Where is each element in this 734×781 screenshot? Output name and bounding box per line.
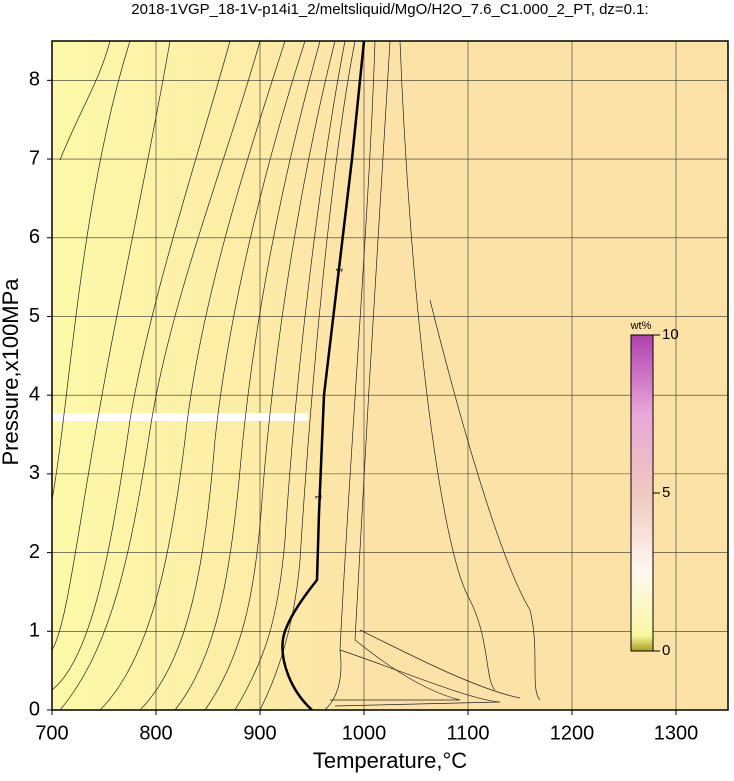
colorbar-tick-label: 5 [662,484,670,501]
contour-label: 1 [334,267,345,274]
contour-line [51,40,171,651]
y-tick-label: 8 [29,69,40,91]
contour-line [399,40,496,691]
contour-line-bold [281,40,366,711]
contour-line [324,40,376,711]
x-tick-label: 700 [35,722,68,744]
x-tick-label: 1100 [446,722,489,744]
contour-line [174,40,321,711]
y-tick-label: 1 [29,620,40,642]
contour-line [59,40,111,161]
plot-background [52,41,728,710]
colorbar-tick-label: 0 [662,642,670,659]
contour-line [359,629,521,699]
contour-line [234,40,346,711]
y-tick-label: 0 [29,698,40,720]
contour-line [204,40,336,711]
colorbar-axis: 0 5 10 [653,326,679,659]
colorbar [630,334,654,652]
y-tick-label: 4 [29,383,40,405]
x-axis-label: Temperature,°C [313,748,467,773]
x-tick-label: 800 [139,722,172,744]
colorbar-tick-label: 10 [662,326,679,343]
contour-line [334,649,501,707]
data-gap [52,413,308,421]
contour-line [139,40,306,711]
contours [51,40,541,711]
y-tick-label: 2 [29,541,40,563]
contour-line [59,40,261,711]
y-tick-label: 3 [29,462,40,484]
x-tick-label: 1200 [550,722,595,744]
x-tick-label: 1300 [654,722,699,744]
y-tick-label: 5 [29,305,40,327]
contour-line [429,299,541,701]
contour-line [99,40,286,711]
contour-line [51,40,231,691]
contour-line [51,40,131,501]
y-axis-label: Pressure,x100MPa [0,278,23,466]
contour-label: 1 [313,494,323,499]
y-tick-label: 6 [29,226,40,248]
plot-frame [51,40,729,711]
y-tick-label: 7 [29,147,40,169]
contour-line [330,40,461,701]
chart-title: 2018-1VGP_18-1V-p14i1_2/meltsliquid/MgO/… [131,1,648,18]
x-tick-label: 900 [243,722,276,744]
x-tick-label: 1000 [342,722,387,744]
colorbar-label: wt% [630,320,652,332]
